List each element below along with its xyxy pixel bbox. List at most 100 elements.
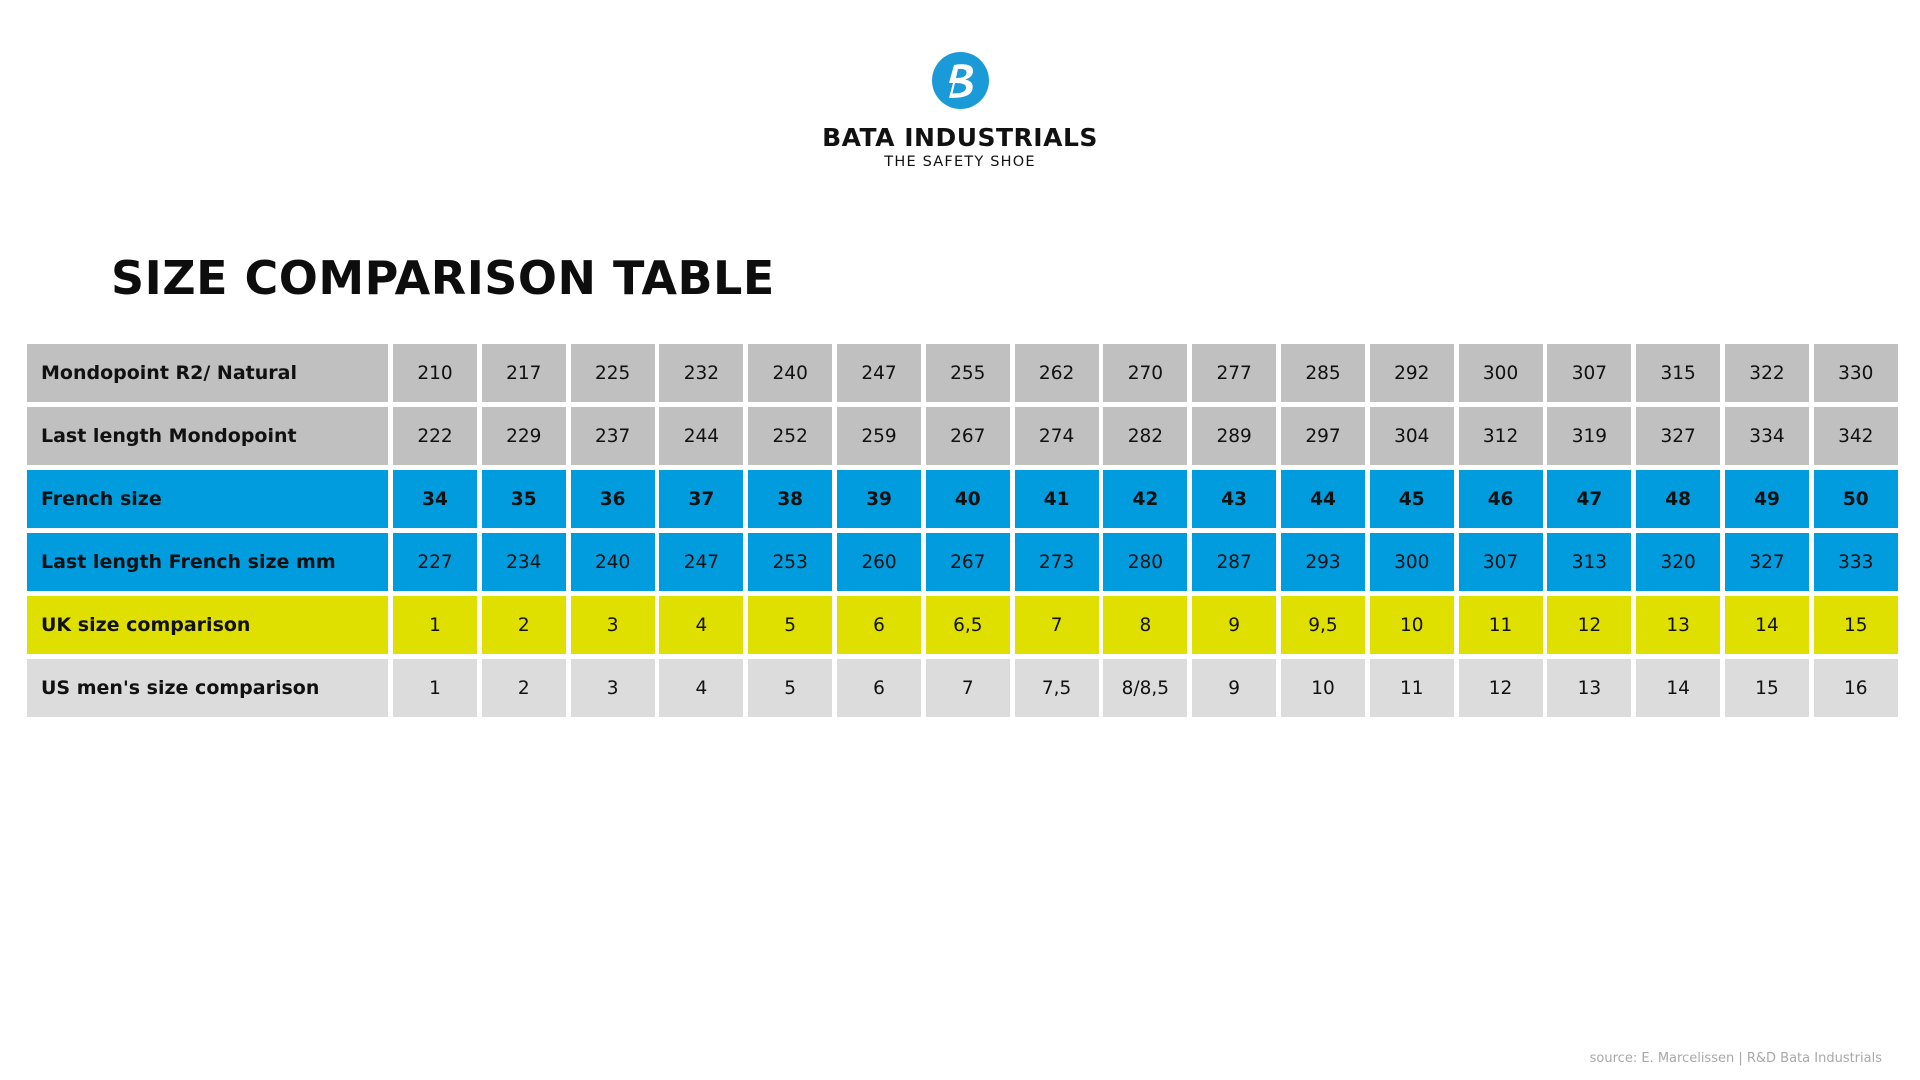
table-cell: 260 xyxy=(836,533,921,591)
table-cell: 277 xyxy=(1192,344,1277,402)
table-cell: 7 xyxy=(925,659,1010,717)
table-cell: 1 xyxy=(393,659,477,717)
table-cell: 11 xyxy=(1458,596,1543,654)
table-cell: 40 xyxy=(925,470,1010,528)
table-cell: 14 xyxy=(1636,659,1721,717)
table-cell: 46 xyxy=(1458,470,1543,528)
table-cell: 5 xyxy=(748,596,833,654)
table-cell: 9,5 xyxy=(1280,596,1365,654)
table-cell: 10 xyxy=(1369,596,1454,654)
table-row: French size 34 35 36 37 38 39 40 41 42 43 44 45 46 47 4… xyxy=(27,470,1898,528)
table-cell: 13 xyxy=(1636,596,1721,654)
table-cell: 47 xyxy=(1547,470,1632,528)
bata-b-logo-icon xyxy=(931,52,989,109)
table-cell: 6 xyxy=(836,659,921,717)
table-cell: 11 xyxy=(1369,659,1454,717)
table-cell: 7 xyxy=(1014,596,1099,654)
table-cell: 237 xyxy=(570,407,655,465)
row-label: Last length Mondopoint xyxy=(27,407,388,465)
table-cell: 37 xyxy=(659,470,744,528)
table-cell: 41 xyxy=(1014,470,1099,528)
table-cell: 6,5 xyxy=(925,596,1010,654)
table-cell: 229 xyxy=(481,407,566,465)
table-cell: 6 xyxy=(836,596,921,654)
table-cell: 287 xyxy=(1192,533,1277,591)
table-cell: 14 xyxy=(1724,596,1809,654)
table-cell: 13 xyxy=(1547,659,1632,717)
table-cell: 313 xyxy=(1547,533,1632,591)
table-cell: 2 xyxy=(481,596,566,654)
row-label: Last length French size mm xyxy=(27,533,388,591)
table-cell: 2 xyxy=(481,659,566,717)
table-cell: 320 xyxy=(1636,533,1721,591)
table-cell: 312 xyxy=(1458,407,1543,465)
table-cell: 3 xyxy=(570,659,655,717)
table-cell: 4 xyxy=(659,659,744,717)
table-cell: 334 xyxy=(1724,407,1809,465)
table-cell: 8/8,5 xyxy=(1103,659,1188,717)
table-cell: 307 xyxy=(1547,344,1632,402)
table-cell: 35 xyxy=(481,470,566,528)
table-cell: 244 xyxy=(659,407,744,465)
table-cell: 319 xyxy=(1547,407,1632,465)
table-cell: 34 xyxy=(393,470,477,528)
table-cell: 322 xyxy=(1724,344,1809,402)
table-cell: 36 xyxy=(570,470,655,528)
table-cell: 327 xyxy=(1724,533,1809,591)
page-title: SIZE COMPARISON TABLE xyxy=(111,251,775,305)
table-cell: 48 xyxy=(1636,470,1721,528)
brand-tagline: THE SAFETY SHOE xyxy=(884,154,1036,170)
table-cell: 39 xyxy=(836,470,921,528)
table-cell: 222 xyxy=(393,407,477,465)
brand-name: BATA INDUSTRIALS xyxy=(822,123,1098,152)
table-cell: 247 xyxy=(836,344,921,402)
row-label: Mondopoint R2/ Natural xyxy=(27,344,388,402)
table-cell: 234 xyxy=(481,533,566,591)
table-cell: 42 xyxy=(1103,470,1188,528)
row-label: French size xyxy=(27,470,388,528)
table-cell: 252 xyxy=(748,407,833,465)
table-cell: 10 xyxy=(1280,659,1365,717)
table-cell: 330 xyxy=(1813,344,1898,402)
table-cell: 247 xyxy=(659,533,744,591)
table-cell: 270 xyxy=(1103,344,1188,402)
table-row: Mondopoint R2/ Natural 210 217 225 232 240 247… xyxy=(27,344,1898,402)
table-cell: 267 xyxy=(925,407,1010,465)
table-cell: 307 xyxy=(1458,533,1543,591)
table-cell: 225 xyxy=(570,344,655,402)
table-cell: 333 xyxy=(1813,533,1898,591)
table-cell: 210 xyxy=(393,344,477,402)
table-cell: 293 xyxy=(1280,533,1365,591)
table-cell: 289 xyxy=(1192,407,1277,465)
table-row: Last length French size mm 227 234 240 247 25… xyxy=(27,533,1898,591)
table-cell: 45 xyxy=(1369,470,1454,528)
table-cell: 38 xyxy=(748,470,833,528)
table-cell: 12 xyxy=(1458,659,1543,717)
table-cell: 9 xyxy=(1192,659,1277,717)
table-cell: 7,5 xyxy=(1014,659,1099,717)
table-cell: 232 xyxy=(659,344,744,402)
row-label: UK size comparison xyxy=(27,596,388,654)
table-cell: 227 xyxy=(393,533,477,591)
table-cell: 253 xyxy=(748,533,833,591)
table-cell: 15 xyxy=(1813,596,1898,654)
table-cell: 16 xyxy=(1813,659,1898,717)
table-cell: 273 xyxy=(1014,533,1099,591)
table-cell: 327 xyxy=(1636,407,1721,465)
table-cell: 297 xyxy=(1280,407,1365,465)
table-cell: 342 xyxy=(1813,407,1898,465)
table-cell: 262 xyxy=(1014,344,1099,402)
table-cell: 43 xyxy=(1192,470,1277,528)
table-cell: 259 xyxy=(836,407,921,465)
table-cell: 240 xyxy=(570,533,655,591)
table-cell: 217 xyxy=(481,344,566,402)
source-note: source: E. Marcelissen | R&D Bata Indust… xyxy=(1589,1051,1882,1066)
table-cell: 267 xyxy=(925,533,1010,591)
table-cell: 255 xyxy=(925,344,1010,402)
table-cell: 3 xyxy=(570,596,655,654)
table-cell: 315 xyxy=(1636,344,1721,402)
table-row: UK size comparison 1 2 3 4 5 6 6,5 7 8 9 9,5 10 11 12 1… xyxy=(27,596,1898,654)
table-cell: 240 xyxy=(748,344,833,402)
table-cell: 274 xyxy=(1014,407,1099,465)
table-cell: 8 xyxy=(1103,596,1188,654)
